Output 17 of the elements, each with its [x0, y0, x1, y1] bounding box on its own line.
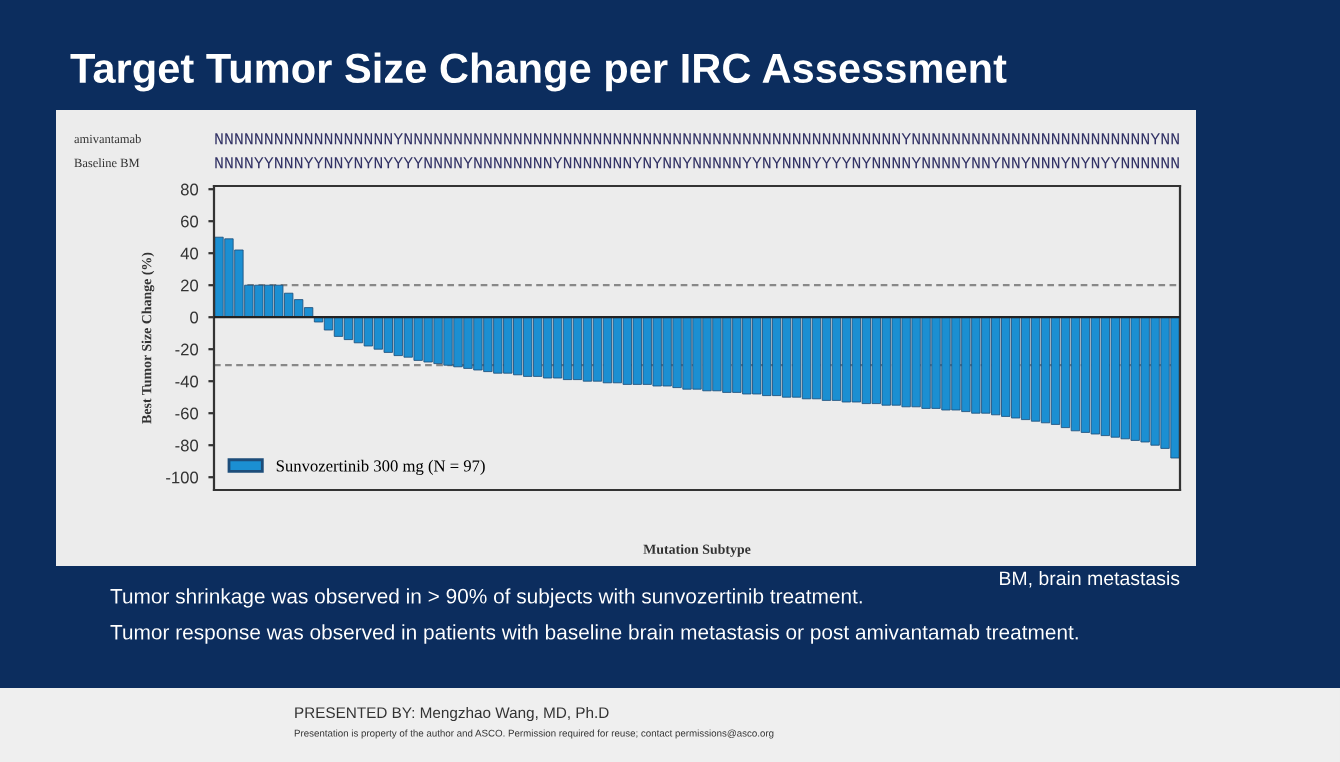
y-tick-label: -40	[175, 375, 199, 388]
text: Tumor shrinkage was observed in > 90% of subjects with sunvozertinib treatment.	[110, 588, 862, 608]
chart-title: Target Tumor Size Change per IRC Assessment	[70, 52, 1007, 92]
text: NNNNYYNNNYYNNYNYNYYYYNNNNYNNNNNNNNYNNNNNNNYNYNNYNNNNNYYNYNNNYYYYNYNNNNYNNNNYNNYNNYNNNYNYNYYNNNNNN	[215, 157, 1179, 169]
text: BM, brain metastasis	[1000, 570, 1180, 588]
y-tick-label: -60	[175, 407, 199, 420]
y-tick-label: 40	[180, 247, 199, 260]
y-tick-label: -100	[166, 471, 199, 484]
text: Tumor response was observed in patients with baseline brain metastasis or post amivantamab treatment.	[110, 624, 1078, 644]
y-tick-label: 80	[180, 183, 199, 196]
y-tick-label: 20	[181, 279, 199, 292]
legend-label: Sunvozertinib 300 mg (N = 97)	[276, 459, 485, 475]
y-tick-label: -80	[175, 439, 199, 452]
y-tick-label: 60	[181, 215, 199, 228]
y-tick-label: 0	[190, 311, 199, 324]
text: NNNNNNNNNNNNNNNNNNYNNNNNNNNNNNNNNNNNNNNNNNNNNNNNNNNNNNNNNNNNNNNNNNNNNYNNNNNNNNNNNNNNNNNNNNNNNNYNN	[215, 133, 1179, 145]
y-tick-label: -20	[175, 343, 199, 356]
